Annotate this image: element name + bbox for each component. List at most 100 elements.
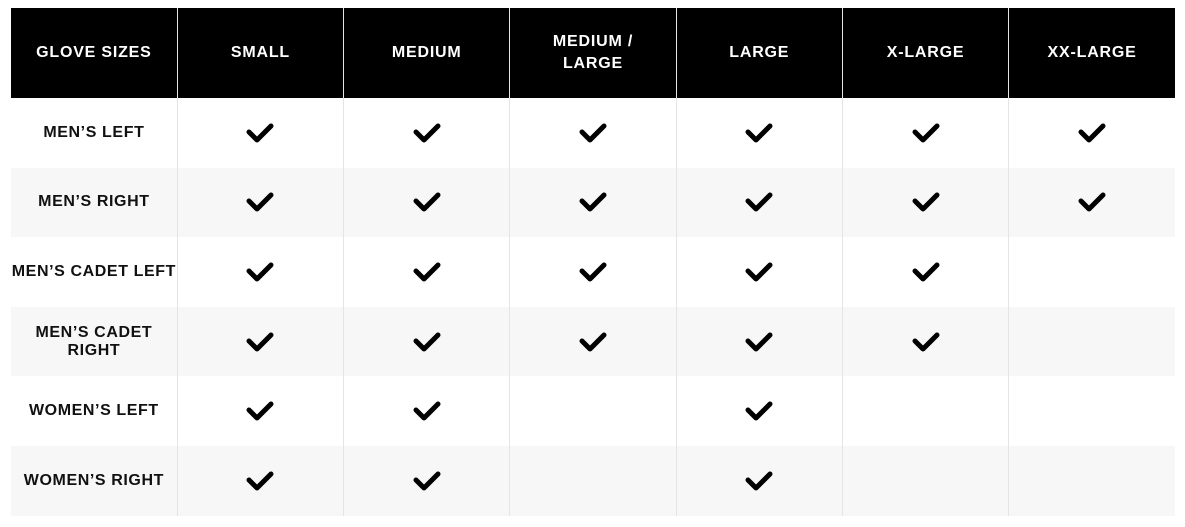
availability-cell bbox=[343, 376, 510, 446]
checkmark-stroke bbox=[413, 192, 441, 212]
availability-cell bbox=[1008, 167, 1175, 238]
availability-cell bbox=[1008, 376, 1175, 446]
availability-cell bbox=[176, 376, 344, 446]
checkmark-stroke bbox=[745, 192, 773, 212]
checkmark-stroke bbox=[745, 401, 773, 421]
availability-cell bbox=[343, 98, 510, 168]
checkmark-stroke bbox=[579, 332, 607, 352]
table-row: MEN’S CADET LEFT bbox=[11, 237, 1175, 307]
availability-cell bbox=[343, 237, 510, 307]
checkmark bbox=[579, 123, 607, 143]
header-cell: SMALL bbox=[176, 8, 344, 98]
checkmark bbox=[246, 332, 274, 352]
availability-cell bbox=[176, 167, 344, 238]
availability-cell bbox=[509, 306, 677, 377]
header-cell: MEDIUM / LARGE bbox=[509, 8, 677, 98]
checkmark-stroke bbox=[745, 332, 773, 352]
checkmark-stroke bbox=[246, 332, 274, 352]
header-text: XX-LARGE bbox=[1047, 44, 1137, 61]
availability-cell bbox=[675, 376, 843, 446]
row-label: WOMEN’S RIGHT bbox=[11, 445, 178, 516]
availability-cell bbox=[176, 445, 344, 516]
checkmark bbox=[413, 332, 441, 352]
header-text: MEDIUM / LARGE bbox=[552, 33, 634, 72]
row-label: MEN’S CADET LEFT bbox=[11, 262, 177, 280]
checkmark bbox=[745, 192, 773, 212]
availability-cell bbox=[841, 376, 1009, 446]
availability-cell bbox=[675, 237, 843, 307]
checkmark bbox=[413, 401, 441, 421]
availability-cell bbox=[343, 306, 510, 377]
availability-cell bbox=[509, 445, 677, 516]
checkmark bbox=[745, 471, 773, 491]
checkmark-stroke bbox=[579, 123, 607, 143]
header-text: X-LARGE bbox=[886, 44, 965, 61]
checkmark bbox=[246, 192, 274, 212]
availability-cell bbox=[841, 237, 1009, 307]
availability-cell bbox=[176, 306, 344, 377]
checkmark bbox=[579, 332, 607, 352]
checkmark bbox=[579, 192, 607, 212]
checkmark-stroke bbox=[579, 192, 607, 212]
header-cell: MEDIUM bbox=[343, 8, 510, 98]
availability-cell bbox=[176, 98, 344, 168]
availability-cell bbox=[1008, 306, 1175, 377]
table-row: WOMEN’S RIGHT bbox=[11, 445, 1175, 516]
availability-cell bbox=[675, 98, 843, 168]
checkmark bbox=[413, 192, 441, 212]
checkmark bbox=[413, 262, 441, 282]
checkmark bbox=[912, 262, 940, 282]
checkmark-stroke bbox=[413, 123, 441, 143]
checkmark bbox=[413, 123, 441, 143]
header-text: LARGE bbox=[729, 44, 790, 61]
checkmark bbox=[1078, 192, 1106, 212]
checkmark-stroke bbox=[413, 262, 441, 282]
availability-cell bbox=[675, 167, 843, 238]
checkmark-stroke bbox=[246, 401, 274, 421]
availability-cell bbox=[841, 445, 1009, 516]
table-body: MEN’S LEFT MEN’S RIGHT MEN’S CADET LEFT MEN… bbox=[11, 98, 1175, 516]
checkmark-stroke bbox=[579, 262, 607, 282]
availability-cell bbox=[841, 167, 1009, 238]
row-label: MEN’S CADET RIGHT bbox=[11, 306, 178, 377]
checkmark bbox=[246, 123, 274, 143]
checkmark bbox=[246, 401, 274, 421]
checkmark bbox=[246, 262, 274, 282]
checkmark bbox=[413, 471, 441, 491]
checkmark bbox=[579, 262, 607, 282]
checkmark-stroke bbox=[413, 332, 441, 352]
checkmark bbox=[745, 332, 773, 352]
checkmark bbox=[745, 401, 773, 421]
table-row: MEN’S LEFT bbox=[11, 98, 1175, 168]
availability-cell bbox=[841, 306, 1009, 377]
checkmark-stroke bbox=[912, 123, 940, 143]
availability-cell bbox=[1008, 445, 1175, 516]
checkmark-stroke bbox=[413, 401, 441, 421]
availability-cell bbox=[1008, 98, 1175, 168]
availability-cell bbox=[509, 237, 677, 307]
header-cell: XX-LARGE bbox=[1008, 8, 1175, 98]
availability-cell bbox=[509, 98, 677, 168]
checkmark bbox=[745, 123, 773, 143]
checkmark bbox=[912, 332, 940, 352]
availability-cell bbox=[343, 167, 510, 238]
checkmark bbox=[912, 192, 940, 212]
availability-cell bbox=[176, 237, 344, 307]
availability-cell bbox=[675, 306, 843, 377]
checkmark-stroke bbox=[1078, 192, 1106, 212]
checkmark-stroke bbox=[246, 471, 274, 491]
header-cell: GLOVE SIZES bbox=[11, 8, 178, 98]
checkmark-stroke bbox=[745, 262, 773, 282]
availability-cell bbox=[343, 445, 510, 516]
availability-cell bbox=[675, 445, 843, 516]
header-cell: LARGE bbox=[675, 8, 843, 98]
checkmark bbox=[1078, 123, 1106, 143]
header-text: MEDIUM bbox=[391, 44, 462, 61]
table-row: WOMEN’S LEFT bbox=[11, 376, 1175, 446]
checkmark-stroke bbox=[745, 123, 773, 143]
checkmark-stroke bbox=[246, 192, 274, 212]
checkmark-stroke bbox=[912, 262, 940, 282]
checkmark bbox=[745, 262, 773, 282]
row-label: WOMEN’S LEFT bbox=[28, 402, 159, 420]
